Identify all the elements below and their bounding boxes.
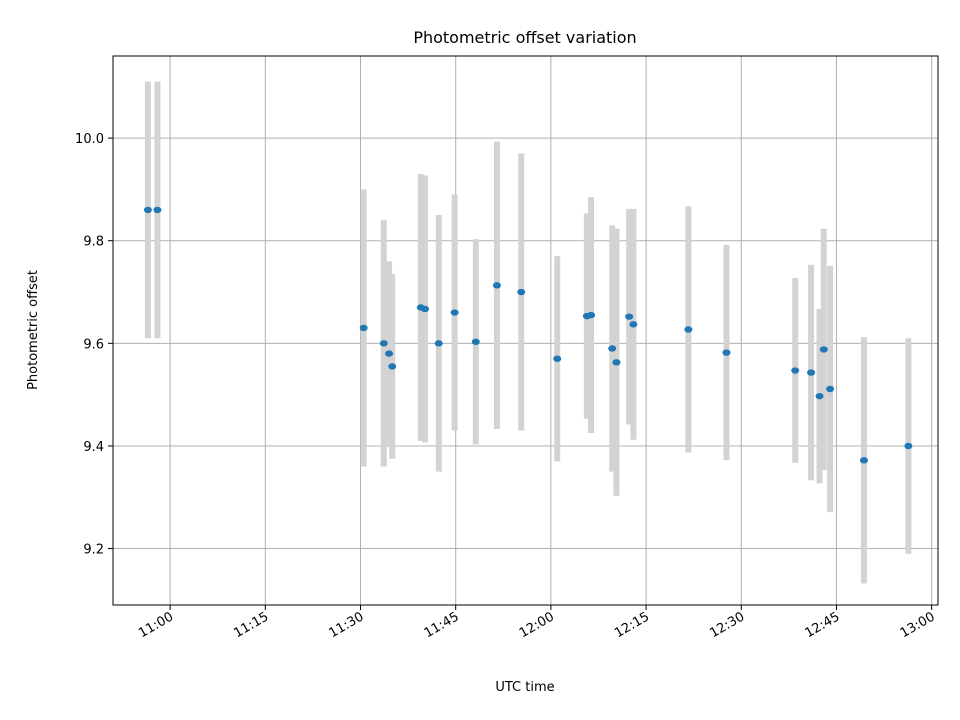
data-point: [629, 321, 638, 328]
data-point: [859, 457, 868, 464]
x-axis-label: UTC time: [495, 680, 554, 695]
data-point: [359, 324, 368, 332]
data-point: [791, 367, 800, 374]
plot-frame: [112, 55, 939, 606]
data-point: [722, 349, 731, 356]
y-tick-label: 9.8: [83, 235, 104, 250]
y-tick-label: 9.2: [83, 543, 104, 558]
data-point: [815, 392, 824, 400]
chart-title: Photometric offset variation: [413, 28, 636, 47]
y-axis-label: Photometric offset: [26, 270, 41, 390]
y-tick-label: 10.0: [75, 132, 104, 147]
data-point: [517, 288, 526, 296]
point-layer: [143, 206, 913, 464]
data-point: [608, 345, 617, 352]
data-point: [388, 363, 397, 370]
data-point: [450, 309, 459, 316]
data-point: [807, 369, 816, 376]
data-point: [421, 305, 430, 313]
data-point: [471, 338, 480, 345]
data-point: [492, 282, 501, 289]
data-point: [904, 442, 913, 450]
data-point: [684, 326, 693, 333]
y-tick-label: 9.4: [83, 440, 104, 455]
data-point: [385, 350, 394, 357]
data-point: [826, 385, 835, 393]
data-point: [379, 340, 388, 347]
data-point: [587, 311, 596, 319]
grid-layer: [113, 56, 938, 605]
data-point: [612, 359, 621, 366]
data-point: [819, 346, 828, 353]
data-point: [625, 313, 634, 320]
data-point: [553, 355, 562, 362]
data-point: [434, 340, 443, 347]
y-tick-label: 9.6: [83, 337, 104, 352]
data-point: [153, 206, 162, 214]
data-point: [143, 206, 152, 214]
